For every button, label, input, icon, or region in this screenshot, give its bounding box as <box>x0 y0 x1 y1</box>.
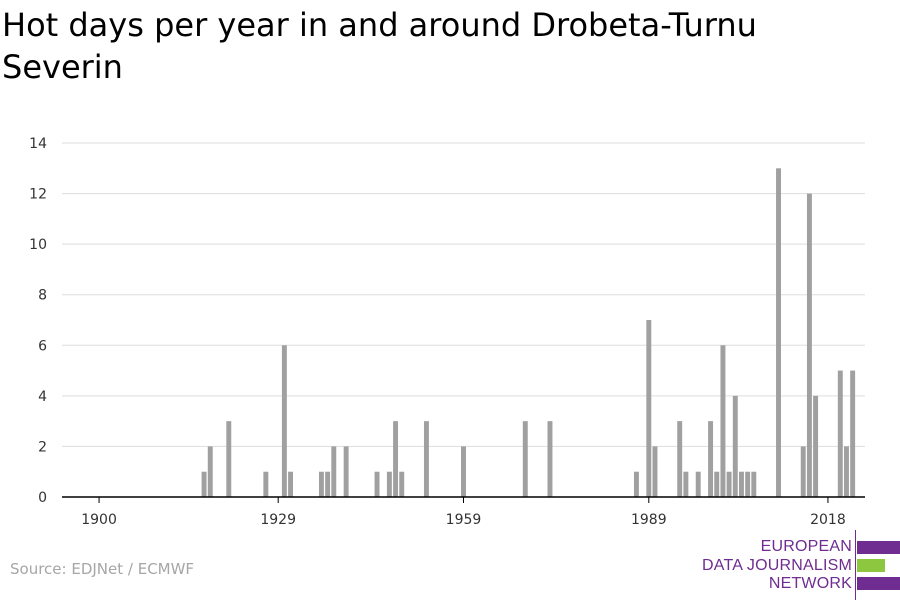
bar <box>461 446 466 497</box>
bar <box>806 193 812 497</box>
bar <box>720 345 726 497</box>
x-tick-label: 1959 <box>446 512 482 528</box>
bar <box>695 471 701 497</box>
bar <box>201 471 207 497</box>
bar <box>281 345 287 497</box>
x-tick-label: 1929 <box>260 512 296 528</box>
bar <box>708 421 714 497</box>
x-tick-label: 1900 <box>81 512 117 528</box>
bar <box>386 471 392 497</box>
bar <box>776 168 781 498</box>
logo-bar-bottom <box>857 577 900 590</box>
bar <box>547 421 553 497</box>
bar <box>288 471 294 497</box>
bar <box>726 471 732 497</box>
logo-divider <box>855 530 856 600</box>
y-tick-label: 4 <box>38 389 47 405</box>
logo-line-1: EUROPEAN <box>760 538 852 555</box>
bar <box>837 370 843 497</box>
logo-line-3: NETWORK <box>768 575 852 592</box>
bar <box>714 471 720 497</box>
bar <box>646 320 652 497</box>
bar <box>325 471 331 497</box>
logo-line-2: DATA JOURNALISM <box>702 556 852 574</box>
bar <box>800 446 806 497</box>
chart-title: Hot days per year in and around Drobeta-… <box>2 6 757 86</box>
x-tick-label: 2018 <box>810 512 846 528</box>
logo-bar-top <box>857 541 900 554</box>
bar <box>751 471 757 497</box>
y-tick-label: 10 <box>29 237 47 253</box>
y-tick-label: 12 <box>29 187 47 203</box>
bar <box>423 421 429 497</box>
bar <box>522 421 528 497</box>
bar <box>331 446 337 497</box>
y-tick-label: 8 <box>38 288 47 304</box>
bar <box>318 471 324 497</box>
bar <box>207 446 213 497</box>
bar <box>745 471 751 497</box>
bar <box>677 421 683 497</box>
bar <box>850 370 856 497</box>
bar <box>813 395 819 497</box>
edjnet-logo: EUROPEAN DATA JOURNALISM NETWORK <box>700 530 900 600</box>
x-tick-label: 1989 <box>631 512 667 528</box>
bar <box>844 446 849 497</box>
bar <box>738 471 744 497</box>
y-tick-label: 2 <box>38 439 47 455</box>
bar <box>393 421 399 497</box>
y-tick-label: 6 <box>38 338 47 354</box>
y-tick-label: 14 <box>29 136 47 152</box>
y-tick-label: 0 <box>38 490 47 506</box>
bar <box>226 421 232 497</box>
bar <box>652 446 658 497</box>
logo-bar-middle <box>857 559 885 572</box>
bar <box>732 395 738 497</box>
bar <box>374 471 380 497</box>
bar <box>399 471 405 497</box>
bar <box>633 471 639 497</box>
bar <box>343 446 349 497</box>
bar <box>263 471 269 497</box>
source-note: Source: EDJNet / ECMWF <box>10 560 195 578</box>
bar <box>683 471 689 497</box>
logo-text: EUROPEAN DATA JOURNALISM NETWORK <box>702 538 852 594</box>
